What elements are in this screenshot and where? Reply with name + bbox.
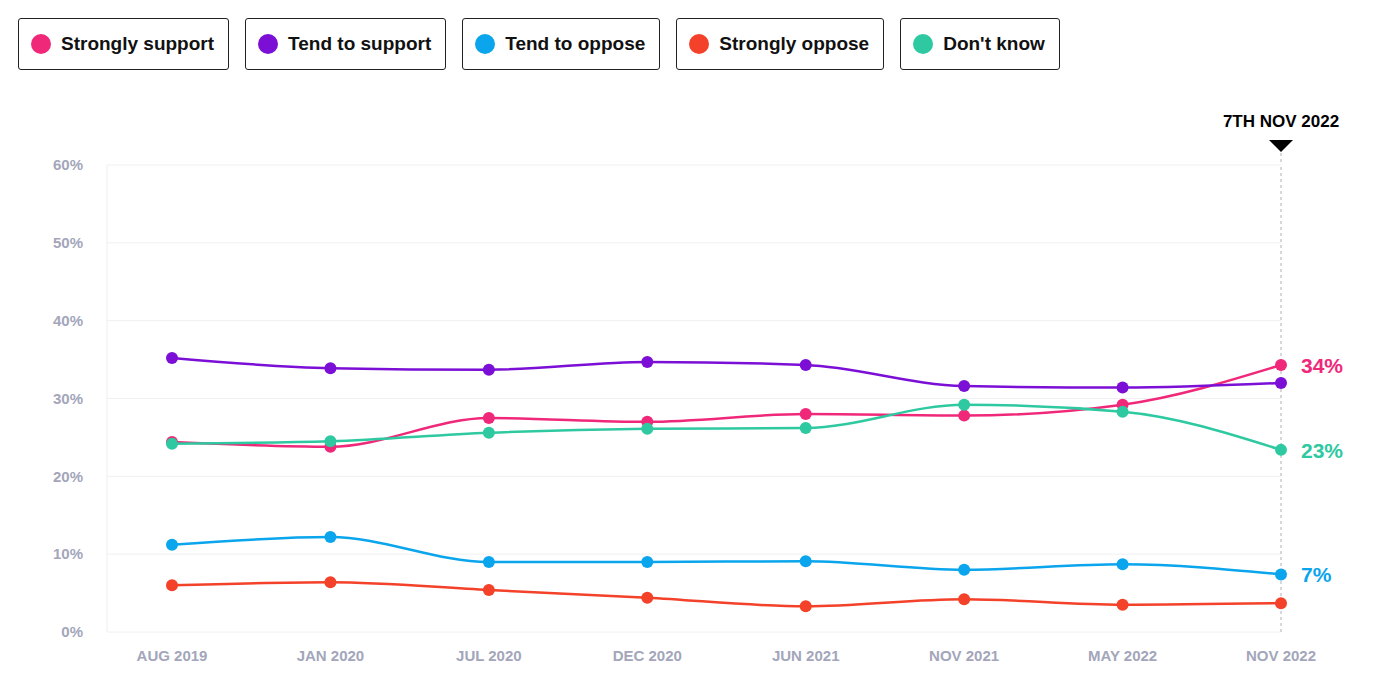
html-text:Tend to support: Tend to support (288, 33, 432, 54)
svg-text:40%: 40% (53, 312, 83, 329)
html-text:Strongly oppose: Strongly oppose (719, 33, 870, 54)
svg-text:30%: 30% (53, 390, 83, 407)
svg-text:23%: 23% (1301, 439, 1343, 462)
html-text:Strongly support: Strongly support (61, 33, 215, 54)
svg-text:34%: 34% (1301, 354, 1343, 377)
html-text:Don't know: Don't know (943, 33, 1045, 54)
svg-text:DEC 2020: DEC 2020 (613, 647, 682, 664)
svg-text:10%: 10% (53, 545, 83, 562)
svg-text:JUL 2020: JUL 2020 (456, 647, 522, 664)
svg-text:AUG 2019: AUG 2019 (137, 647, 208, 664)
svg-text:NOV 2021: NOV 2021 (929, 647, 999, 664)
svg-text:JUN 2021: JUN 2021 (772, 647, 840, 664)
svg-text:JAN 2020: JAN 2020 (297, 647, 365, 664)
svg-text:7TH NOV 2022: 7TH NOV 2022 (1223, 112, 1339, 131)
svg-text:7%: 7% (1301, 563, 1332, 586)
html-text:Tend to oppose: Tend to oppose (505, 33, 646, 54)
svg-text:MAY 2022: MAY 2022 (1088, 647, 1157, 664)
svg-text:NOV 2022: NOV 2022 (1246, 647, 1316, 664)
svg-text:0%: 0% (61, 623, 83, 640)
svg-text:50%: 50% (53, 234, 83, 251)
svg-text:60%: 60% (53, 156, 83, 173)
svg-text:20%: 20% (53, 468, 83, 485)
